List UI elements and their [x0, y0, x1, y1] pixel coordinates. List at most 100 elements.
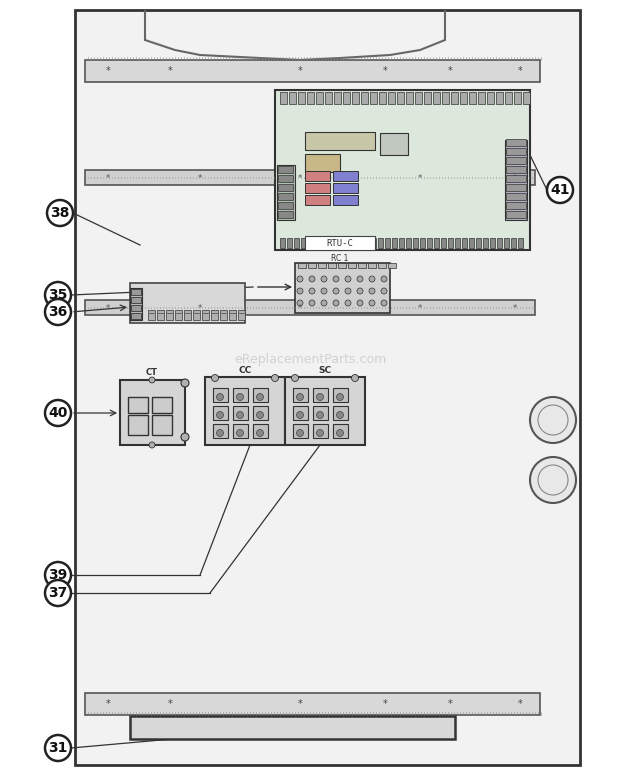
Bar: [322, 238, 327, 248]
Text: CC: CC: [238, 366, 252, 375]
Circle shape: [216, 412, 223, 419]
Bar: [343, 238, 348, 248]
Bar: [378, 263, 386, 268]
Bar: [333, 195, 358, 205]
Bar: [333, 406, 348, 420]
Bar: [130, 716, 455, 739]
Bar: [278, 202, 293, 209]
Circle shape: [381, 288, 387, 294]
Text: 35: 35: [48, 288, 68, 302]
Text: *: *: [448, 66, 453, 76]
Circle shape: [257, 412, 264, 419]
Bar: [278, 193, 293, 200]
Bar: [293, 406, 308, 420]
Text: *: *: [513, 174, 517, 182]
Bar: [128, 397, 148, 413]
Circle shape: [181, 433, 189, 441]
Bar: [442, 92, 449, 104]
Bar: [490, 238, 495, 248]
Bar: [131, 297, 141, 303]
Circle shape: [296, 429, 304, 436]
Bar: [478, 92, 485, 104]
Circle shape: [181, 379, 189, 387]
Circle shape: [321, 276, 327, 282]
Bar: [85, 300, 535, 315]
Bar: [130, 288, 142, 320]
Bar: [85, 170, 535, 185]
Bar: [523, 92, 530, 104]
Bar: [148, 310, 155, 320]
Text: *: *: [167, 699, 172, 709]
Circle shape: [296, 412, 304, 419]
Bar: [305, 195, 330, 205]
Bar: [157, 310, 164, 320]
Text: SC: SC: [319, 366, 332, 375]
Text: *: *: [383, 699, 388, 709]
Text: *: *: [518, 66, 523, 76]
Bar: [233, 424, 248, 438]
Circle shape: [45, 400, 71, 426]
Text: *: *: [418, 174, 422, 182]
Circle shape: [45, 580, 71, 606]
Text: 31: 31: [48, 741, 68, 755]
Bar: [329, 238, 334, 248]
Circle shape: [149, 377, 155, 383]
Circle shape: [381, 300, 387, 306]
Bar: [305, 183, 330, 193]
Circle shape: [309, 300, 315, 306]
Text: *: *: [448, 699, 453, 709]
Bar: [120, 380, 185, 445]
Bar: [460, 92, 467, 104]
Bar: [343, 92, 350, 104]
Bar: [275, 90, 530, 250]
Bar: [334, 92, 341, 104]
Bar: [506, 175, 526, 182]
Bar: [293, 388, 308, 402]
Bar: [506, 184, 526, 191]
Bar: [455, 238, 460, 248]
Circle shape: [297, 288, 303, 294]
Bar: [294, 238, 299, 248]
Circle shape: [333, 288, 339, 294]
Bar: [293, 424, 308, 438]
Bar: [388, 92, 395, 104]
Bar: [253, 424, 268, 438]
Circle shape: [357, 300, 363, 306]
Bar: [397, 92, 404, 104]
Bar: [328, 263, 336, 268]
Circle shape: [297, 276, 303, 282]
Bar: [333, 183, 358, 193]
Text: *: *: [298, 174, 302, 182]
Circle shape: [149, 442, 155, 448]
Circle shape: [345, 288, 351, 294]
Text: RC 1: RC 1: [331, 254, 348, 263]
Text: *: *: [167, 66, 172, 76]
Bar: [496, 92, 503, 104]
Bar: [233, 388, 248, 402]
Bar: [506, 211, 526, 218]
Text: 37: 37: [48, 586, 68, 600]
Bar: [476, 238, 481, 248]
Bar: [424, 92, 431, 104]
Bar: [238, 310, 245, 320]
Circle shape: [530, 397, 576, 443]
Text: 38: 38: [50, 206, 69, 220]
Text: RTU-C: RTU-C: [327, 239, 353, 247]
Text: *: *: [298, 66, 303, 76]
Bar: [506, 139, 526, 146]
Bar: [370, 92, 377, 104]
Bar: [483, 238, 488, 248]
Text: 36: 36: [48, 305, 68, 319]
Bar: [392, 238, 397, 248]
Bar: [361, 92, 368, 104]
Bar: [313, 424, 328, 438]
Circle shape: [369, 288, 375, 294]
Bar: [316, 92, 323, 104]
Circle shape: [296, 394, 304, 401]
Bar: [289, 92, 296, 104]
Bar: [298, 263, 306, 268]
Bar: [333, 424, 348, 438]
Bar: [348, 263, 356, 268]
Circle shape: [345, 276, 351, 282]
Circle shape: [236, 429, 244, 436]
